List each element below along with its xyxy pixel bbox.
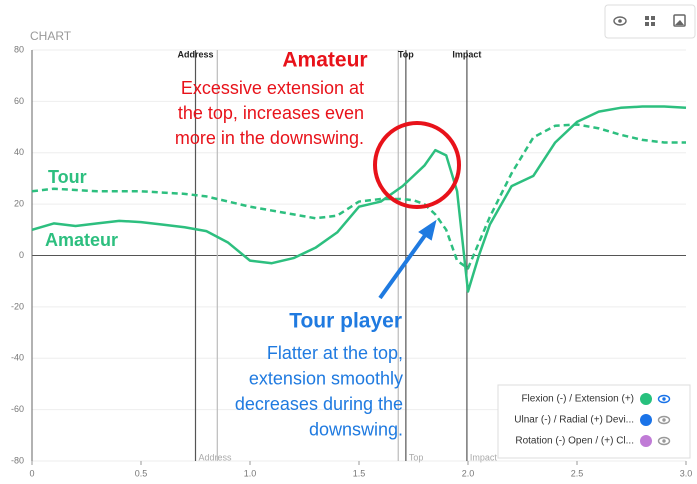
series-label: Amateur <box>45 230 118 250</box>
eye-outline <box>657 415 671 425</box>
annotation-text: the top, increases even <box>178 103 364 123</box>
visibility-toggle[interactable] <box>657 436 671 446</box>
legend-label: Ulnar (-) / Radial (+) Devi... <box>514 415 634 426</box>
marker-label: Address <box>177 49 213 59</box>
eye-pupil <box>662 397 666 401</box>
marker-label-bottom: Top <box>409 452 424 462</box>
annotation-title: Tour player <box>289 310 402 333</box>
arrow-shaft <box>378 232 428 300</box>
plot: -80 -60 -40 -20 0 20 40 60 80 0 0.5 1.0 1.5 2.0 2.5 3.0… <box>11 44 692 478</box>
toolbar <box>604 4 696 39</box>
eye-pupil <box>662 439 666 443</box>
eye-outline <box>657 394 671 404</box>
legend-swatch <box>640 393 652 405</box>
annotation-title: Amateur <box>282 49 367 72</box>
image-button[interactable] <box>673 14 686 27</box>
marker-label-bottom: Impact <box>470 452 498 462</box>
chart-header: CHART <box>30 29 72 43</box>
marker-label-bottom: Address <box>199 452 233 462</box>
x-tick-label: 1.0 <box>244 468 257 478</box>
x-tick-label: 0.5 <box>135 468 148 478</box>
annotation-text: extension smoothly <box>249 368 403 388</box>
x-tick-label: 2.5 <box>571 468 584 478</box>
visibility-toggle[interactable] <box>657 394 671 404</box>
legend-label: Flexion (-) / Extension (+) <box>521 394 634 405</box>
y-tick-label: 0 <box>19 250 24 260</box>
highlight-circle <box>373 121 461 209</box>
eye-pupil <box>662 418 666 422</box>
annotation-text: more in the downswing. <box>175 128 364 148</box>
y-tick-label: -80 <box>11 455 24 465</box>
view-button[interactable] <box>613 16 627 26</box>
arrow-head <box>418 219 437 241</box>
y-tick-label: -40 <box>11 353 24 363</box>
x-tick-label: 3.0 <box>680 468 693 478</box>
toolbar-box <box>604 4 696 39</box>
series-line <box>31 105 687 293</box>
y-tick-label: 40 <box>14 147 24 157</box>
series-label: Tour <box>48 167 87 187</box>
x-tick-label: 2.0 <box>462 468 475 478</box>
annotations: Amateur Tour player <box>282 49 461 333</box>
marker-label: Impact <box>452 49 481 59</box>
visibility-toggle[interactable] <box>657 415 671 425</box>
legend-box <box>497 384 691 459</box>
legend-swatch <box>640 414 652 426</box>
y-tick-label: 20 <box>14 199 24 209</box>
x-tick-label: 0 <box>29 468 34 478</box>
legend-label: Rotation (-) Open / (+) Cl... <box>515 436 634 447</box>
grid-button[interactable] <box>645 16 655 26</box>
marker-label: Top <box>398 49 414 59</box>
annotation-text: Excessive extension at <box>181 78 364 98</box>
y-tick-label: -60 <box>11 404 24 414</box>
legend: Flexion (-) / Extension (+) Ulnar (-) / R… <box>497 384 691 459</box>
annotation-text: decreases during the <box>235 394 403 414</box>
eye-outline <box>657 436 671 446</box>
y-tick-label: 80 <box>14 44 24 54</box>
series-line <box>31 123 686 270</box>
legend-swatch <box>640 435 652 447</box>
y-tick-label: -20 <box>11 301 24 311</box>
annotation-text: downswing. <box>309 419 403 439</box>
annotation-text: Flatter at the top, <box>267 343 403 363</box>
y-tick-label: 60 <box>14 96 24 106</box>
x-tick-label: 1.5 <box>353 468 366 478</box>
